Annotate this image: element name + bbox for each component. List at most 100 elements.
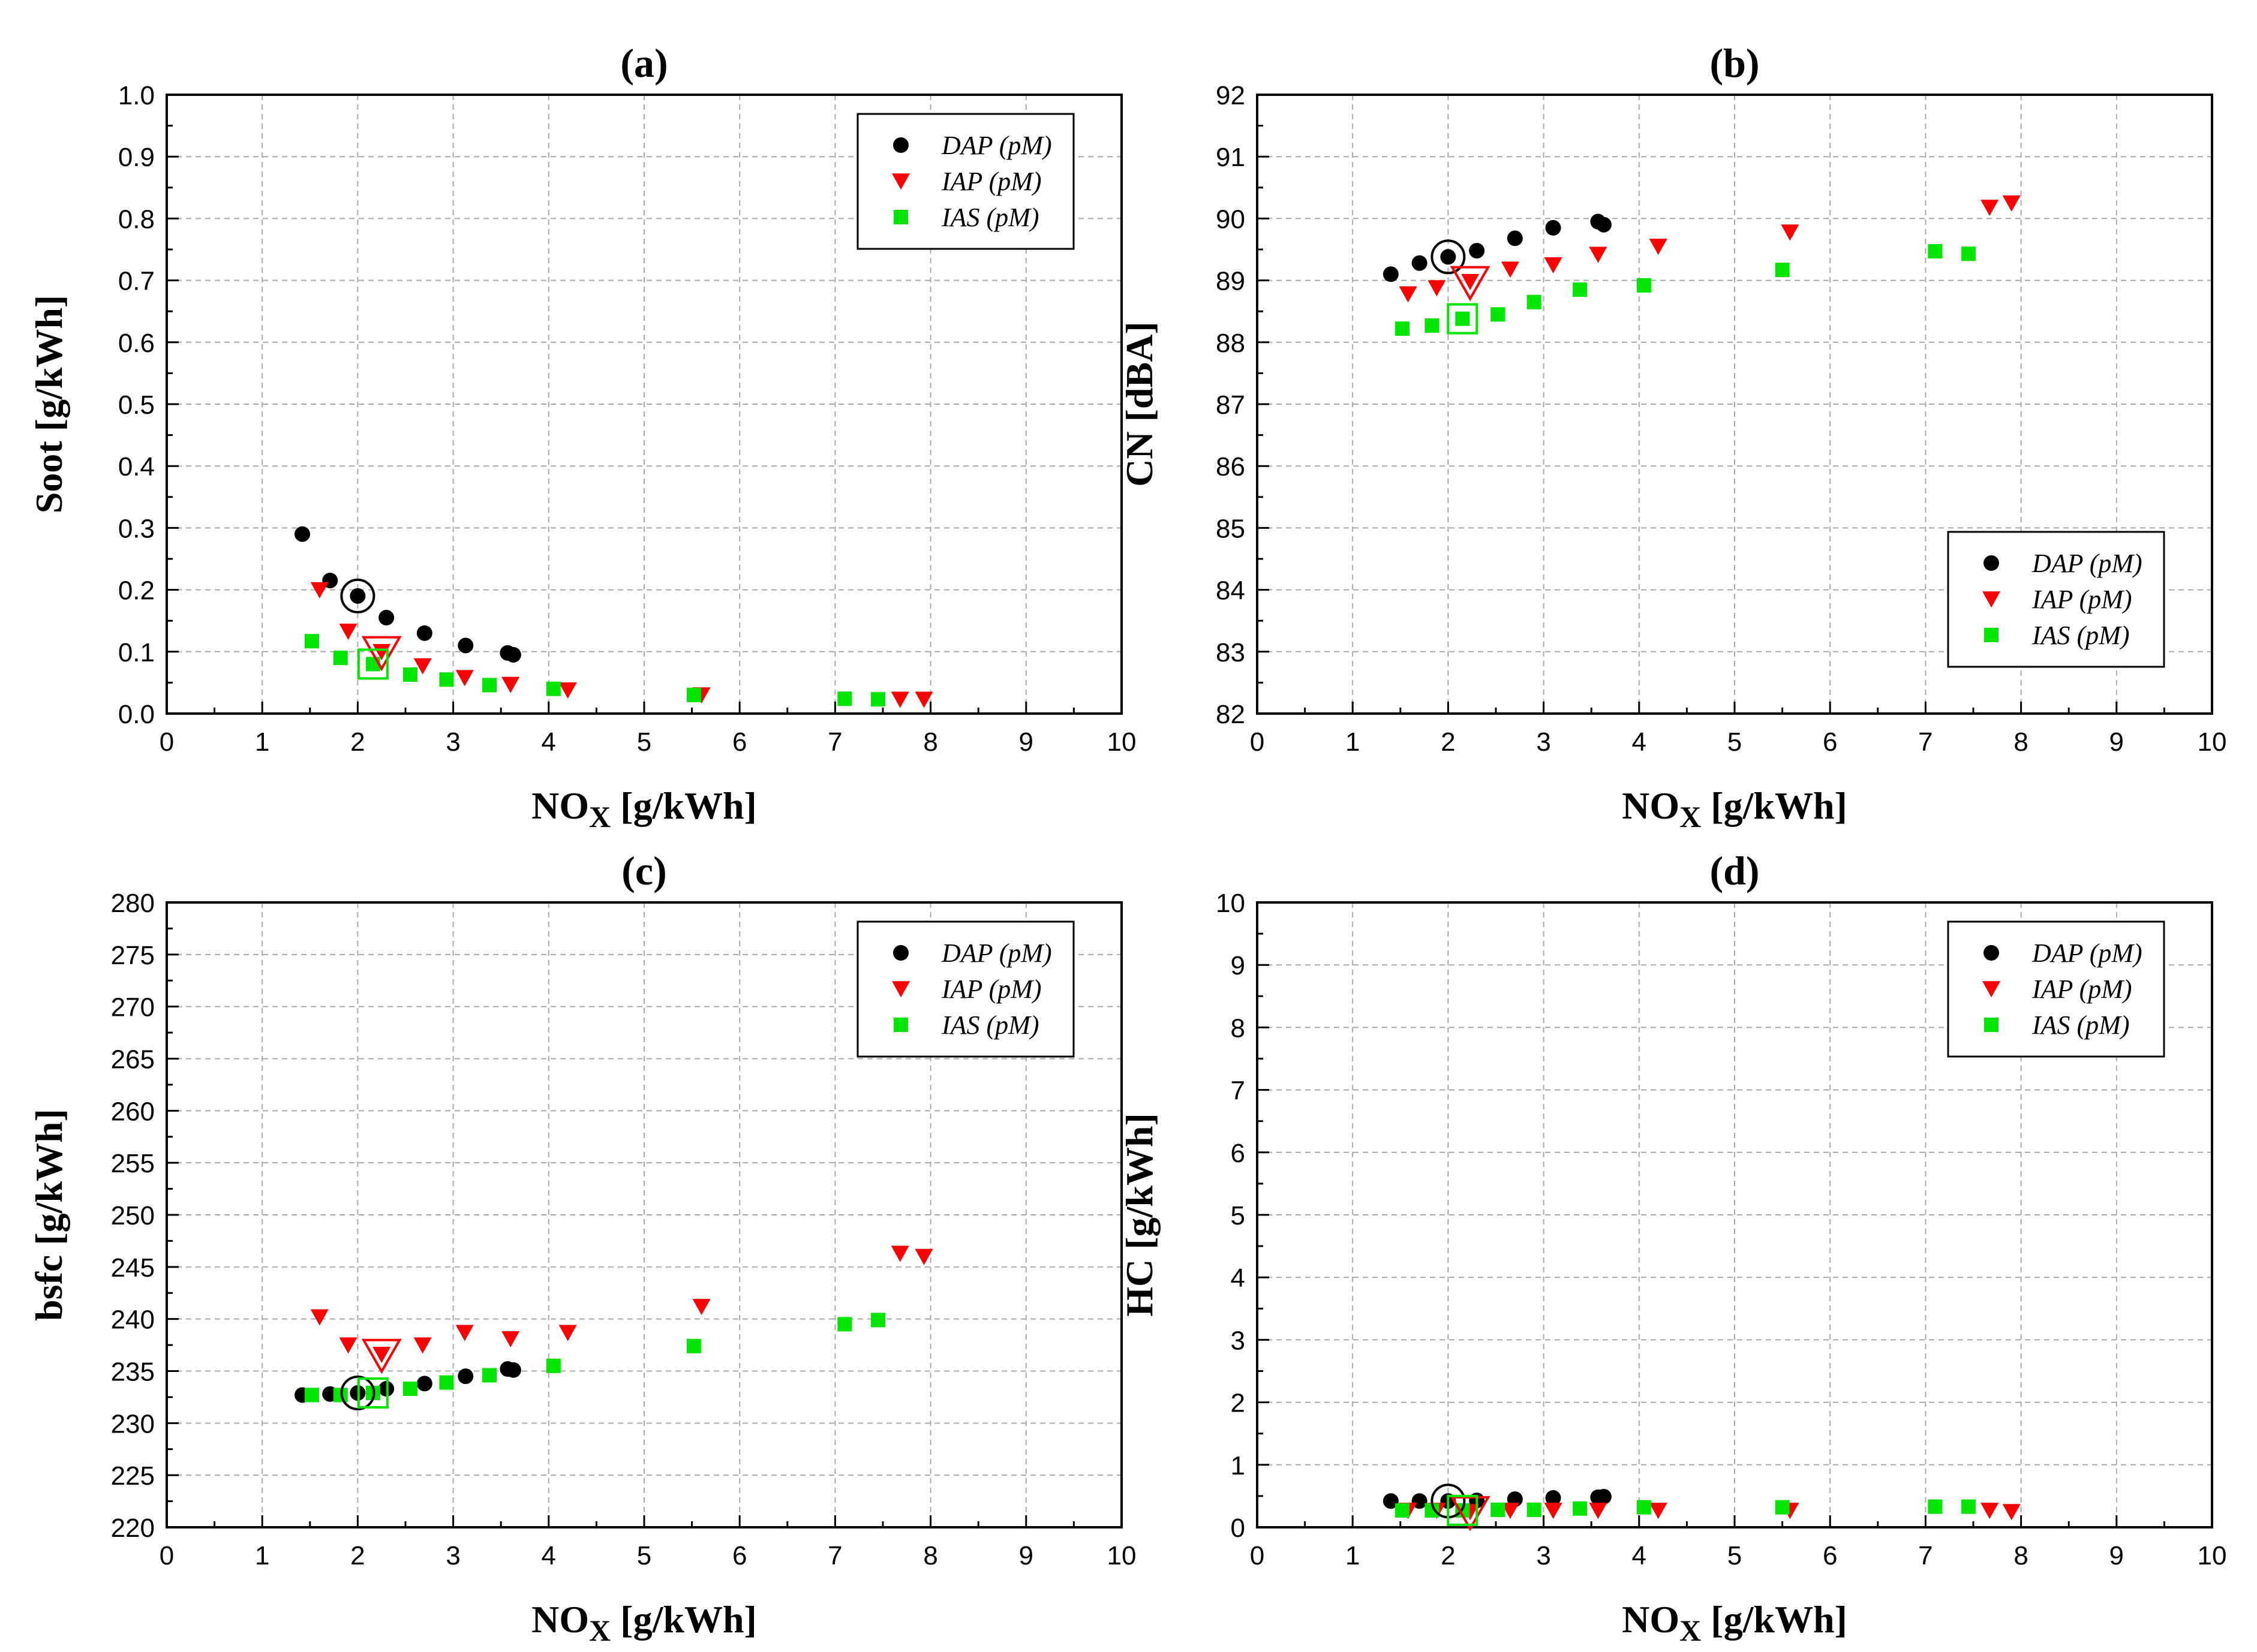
x-tick-label: 4 bbox=[1632, 1541, 1646, 1570]
x-axis-label: NOX [g/kWh] bbox=[531, 784, 757, 833]
data-point bbox=[455, 1325, 474, 1341]
data-point bbox=[692, 1299, 711, 1316]
x-tick-label: 9 bbox=[1019, 727, 1033, 757]
y-tick-label: 1.0 bbox=[118, 81, 155, 110]
x-tick-label: 5 bbox=[1727, 727, 1742, 757]
data-point bbox=[1411, 255, 1427, 271]
data-point bbox=[2002, 195, 2021, 212]
highlight-marker bbox=[1447, 1494, 1478, 1526]
data-point bbox=[1775, 263, 1790, 278]
y-tick-label: 6 bbox=[1231, 1139, 1245, 1168]
highlight-marker bbox=[1430, 239, 1466, 275]
y-tick-label: 90 bbox=[1216, 204, 1245, 234]
y-tick-label: 92 bbox=[1216, 81, 1245, 110]
y-tick-label: 2 bbox=[1231, 1389, 1245, 1418]
series-square bbox=[304, 634, 886, 707]
chart-panel-d: 0 1 2 3 4 5 6 7 8 9 10 0 1 2 3 4 5 6 7 8 9 10 (d) NOX [g/kWh] HC… bbox=[1118, 848, 2226, 1647]
x-tick-label: 7 bbox=[828, 1541, 842, 1570]
data-point bbox=[1399, 286, 1417, 303]
data-point bbox=[1649, 239, 1667, 255]
y-tick-label: 240 bbox=[111, 1305, 155, 1335]
data-point bbox=[1589, 246, 1607, 263]
data-point bbox=[439, 1375, 454, 1390]
y-tick-label: 89 bbox=[1216, 267, 1245, 296]
y-tick-label: 4 bbox=[1231, 1263, 1245, 1293]
y-tick-label: 91 bbox=[1216, 143, 1245, 172]
data-point bbox=[558, 682, 577, 699]
y-tick-label: 88 bbox=[1216, 329, 1245, 358]
chart-panel-a: 0 1 2 3 4 5 6 7 8 9 10 0.0 0.1 0.2 0.3 0.4 0.5 0.6 0.7 0.8 0… bbox=[28, 40, 1136, 833]
data-point bbox=[837, 1317, 852, 1332]
y-axis-label: HC [g/kWh] bbox=[1118, 1113, 1161, 1317]
chart-title: (a) bbox=[620, 40, 668, 86]
legend-box bbox=[856, 113, 1075, 250]
x-tick-label: 3 bbox=[1536, 1541, 1550, 1570]
legend-marker bbox=[1982, 591, 2000, 608]
y-tick-label: 3 bbox=[1231, 1326, 1245, 1355]
data-point bbox=[1928, 244, 1943, 259]
x-tick-label: 10 bbox=[1107, 727, 1137, 757]
highlight-marker bbox=[340, 578, 375, 613]
y-tick-label: 87 bbox=[1216, 390, 1245, 420]
x-tick-label: 8 bbox=[923, 727, 937, 757]
data-point bbox=[1636, 1500, 1651, 1515]
y-tick-label: 220 bbox=[111, 1513, 155, 1543]
data-point bbox=[1781, 224, 1799, 241]
y-tick-label: 260 bbox=[111, 1097, 155, 1126]
data-point bbox=[891, 1245, 909, 1262]
y-tick-label: 1 bbox=[1231, 1451, 1245, 1481]
x-tick-label: 6 bbox=[732, 1541, 747, 1570]
x-axis-label: NOX [g/kWh] bbox=[1622, 784, 1847, 833]
series-circle bbox=[294, 1361, 521, 1403]
data-point bbox=[1980, 1503, 1999, 1519]
legend: DAP (pM) IAP (pM) IAS (pM) bbox=[856, 113, 1075, 250]
x-tick-label: 7 bbox=[1918, 1541, 1933, 1570]
data-point bbox=[1427, 280, 1446, 297]
data-point bbox=[350, 588, 366, 604]
y-tick-label: 280 bbox=[111, 889, 155, 918]
y-tick-label: 270 bbox=[111, 993, 155, 1022]
data-point bbox=[915, 1248, 933, 1265]
y-tick-label: 250 bbox=[111, 1201, 155, 1230]
data-point bbox=[439, 672, 454, 687]
data-point bbox=[1507, 230, 1523, 246]
legend-marker bbox=[892, 173, 910, 190]
series-square bbox=[1395, 244, 1976, 336]
data-point bbox=[505, 646, 521, 663]
data-point bbox=[871, 1313, 886, 1328]
y-tick-label: 255 bbox=[111, 1149, 155, 1178]
highlight-marker bbox=[361, 1338, 402, 1374]
chart-title: (d) bbox=[1709, 848, 1759, 893]
y-tick-label: 0.7 bbox=[118, 267, 155, 296]
series-triangle-down bbox=[1399, 195, 2021, 303]
data-point bbox=[372, 644, 391, 661]
x-tick-label: 7 bbox=[1918, 727, 1933, 757]
data-point bbox=[1501, 261, 1519, 278]
plot-frame bbox=[166, 901, 1123, 1528]
chart-title: (b) bbox=[1709, 40, 1759, 86]
data-point bbox=[482, 678, 497, 693]
legend-box bbox=[1947, 920, 2165, 1058]
y-tick-label: 10 bbox=[1216, 889, 1245, 918]
data-point bbox=[1636, 278, 1651, 293]
y-tick-label: 225 bbox=[111, 1461, 155, 1491]
x-tick-label: 0 bbox=[1250, 1541, 1264, 1570]
data-point bbox=[546, 1358, 561, 1373]
data-point bbox=[1573, 282, 1588, 297]
highlight-marker bbox=[361, 636, 402, 672]
x-tick-label: 8 bbox=[2013, 1541, 2028, 1570]
data-point bbox=[501, 676, 520, 693]
y-tick-label: 245 bbox=[111, 1253, 155, 1283]
y-tick-label: 83 bbox=[1216, 638, 1245, 667]
legend-label: IAS (pM) bbox=[2031, 1010, 2130, 1040]
chart-panel-c: 0 1 2 3 4 5 6 7 8 9 10 220 225 230 235 240 245 250 255 260 2… bbox=[28, 848, 1136, 1647]
y-tick-label: 0.9 bbox=[118, 143, 155, 172]
data-point bbox=[413, 658, 432, 675]
legend-marker bbox=[1984, 628, 1998, 642]
data-point bbox=[1928, 1499, 1943, 1514]
y-axis-label: Soot [g/kWh] bbox=[28, 295, 70, 514]
legend-box bbox=[856, 920, 1075, 1058]
y-tick-label: 0.5 bbox=[118, 390, 155, 420]
y-tick-label: 9 bbox=[1231, 951, 1245, 980]
data-point bbox=[402, 1382, 417, 1397]
